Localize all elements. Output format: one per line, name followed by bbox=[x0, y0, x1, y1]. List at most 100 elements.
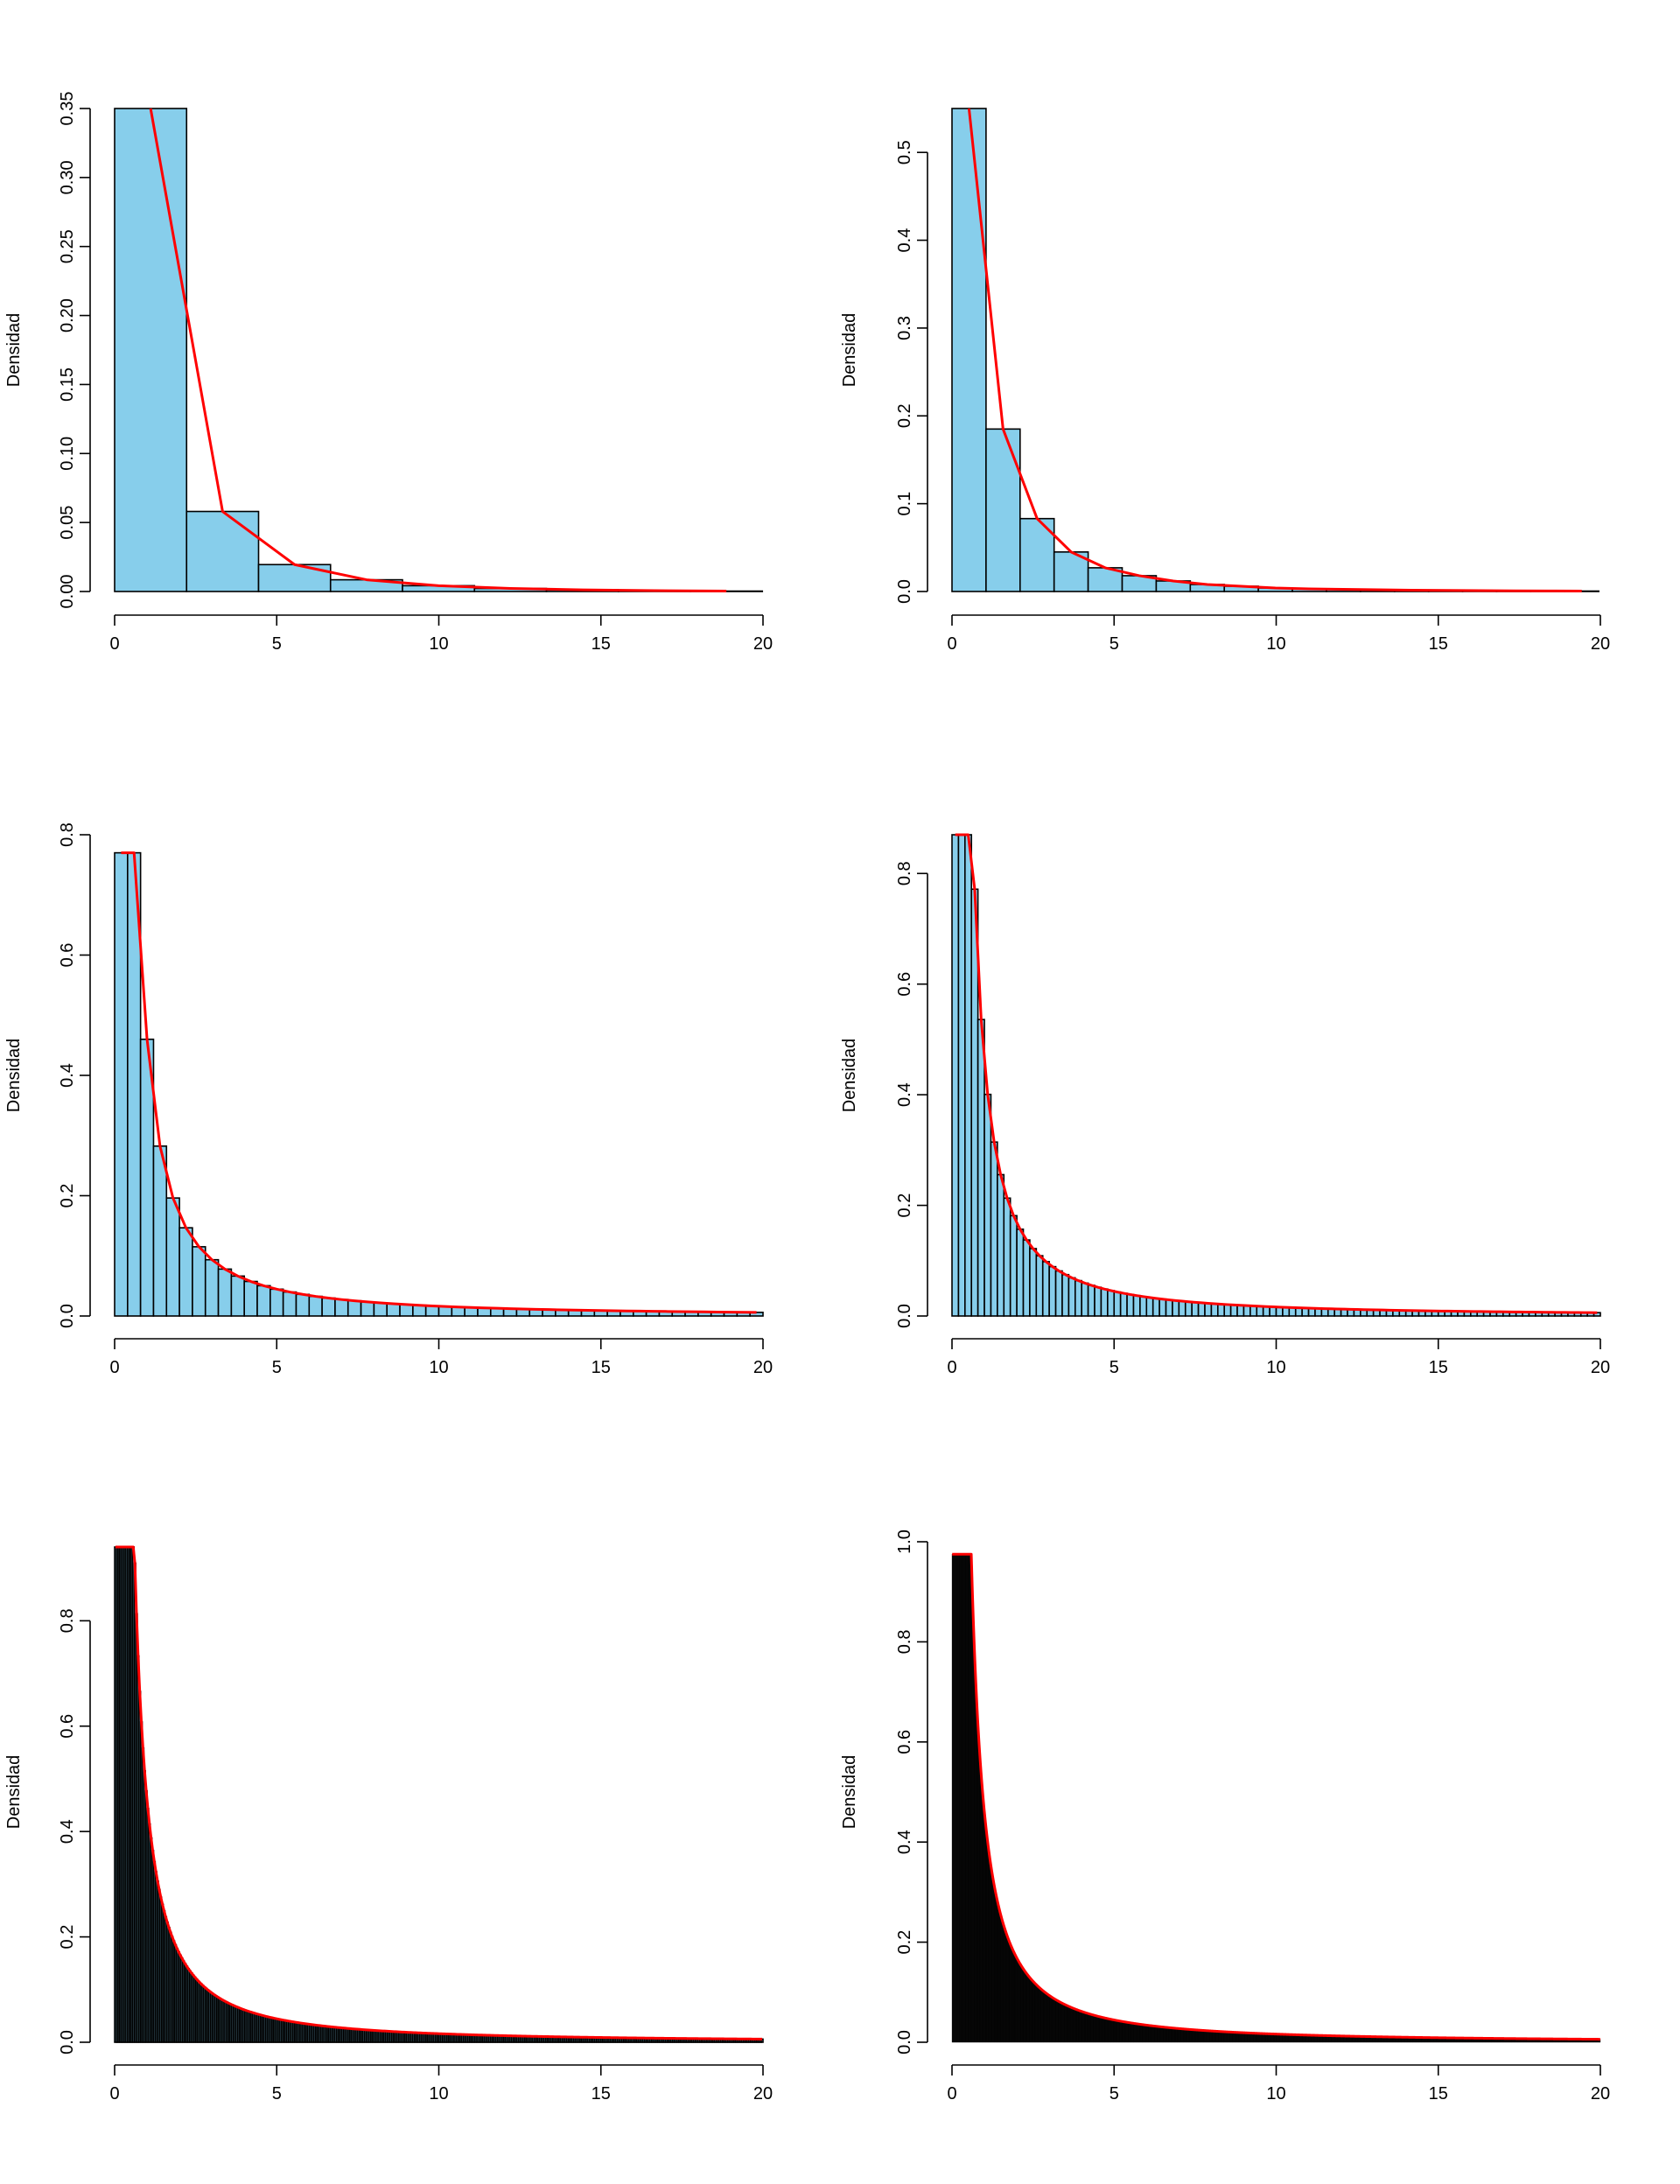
y-tick-label: 0.0 bbox=[895, 2030, 914, 2054]
y-tick-label: 0.6 bbox=[58, 1714, 77, 1739]
histogram-bar bbox=[186, 510, 260, 592]
histogram-bar bbox=[114, 851, 129, 1317]
y-tick-label: 0.15 bbox=[58, 368, 77, 402]
x-axis: 0 5 10 15 20 bbox=[109, 1338, 773, 1377]
x-tick-label: 15 bbox=[592, 2084, 611, 2104]
histogram-bar bbox=[1178, 1300, 1186, 1317]
y-axis-title: Densidad bbox=[840, 1039, 859, 1113]
x-tick-label: 10 bbox=[1266, 2084, 1285, 2104]
histogram-bar bbox=[1068, 1277, 1076, 1317]
x-tick-label: 10 bbox=[429, 2084, 448, 2104]
histogram-bar bbox=[270, 1288, 284, 1317]
histogram-bar bbox=[1262, 1306, 1270, 1317]
y-tick-label: 0.6 bbox=[895, 972, 914, 997]
histogram-bar bbox=[1107, 1290, 1116, 1317]
x-tick-label: 20 bbox=[1591, 1358, 1610, 1377]
x-tick-label: 0 bbox=[947, 1358, 956, 1377]
histogram-bar bbox=[152, 1145, 168, 1317]
y-tick-label: 0.4 bbox=[58, 1063, 77, 1088]
y-axis-title: Densidad bbox=[4, 1039, 24, 1113]
x-tick-label: 10 bbox=[429, 634, 448, 654]
histogram-bar bbox=[1250, 1305, 1258, 1317]
y-axis: 0.00 0.05 0.10 0.15 0.20 0.25 0.30 0.35 bbox=[58, 92, 91, 608]
y-axis: 0.0 0.2 0.4 0.6 0.8 bbox=[895, 861, 928, 1328]
histogram-bar bbox=[192, 1246, 206, 1317]
density-curve bbox=[121, 851, 757, 1314]
x-axis: 0 5 10 15 20 bbox=[947, 2064, 1610, 2104]
x-tick-label: 15 bbox=[592, 634, 611, 654]
histogram-bar bbox=[1061, 1273, 1070, 1317]
y-tick-label: 0.4 bbox=[895, 1082, 914, 1107]
y-tick-label: 0.2 bbox=[58, 1925, 77, 1950]
histogram-bar bbox=[373, 1302, 388, 1317]
histogram-panel-1: 0 5 10 15 20 0.00 0.05 0.10 0.15 0.20 0.25 0.30 0.35… bbox=[4, 92, 773, 654]
y-tick-label: 0.8 bbox=[895, 1629, 914, 1654]
y-tick-label: 0.8 bbox=[58, 822, 77, 847]
histogram-bar bbox=[1236, 1304, 1245, 1317]
y-axis-title: Densidad bbox=[4, 1755, 24, 1830]
histogram-panel-6: 0 5 10 15 20 0.0 0.2 0.4 0.6 0.8 1.0 Densidad bbox=[840, 1530, 1610, 2104]
y-tick-label: 0.3 bbox=[895, 316, 914, 340]
x-tick-label: 5 bbox=[1110, 634, 1119, 654]
histogram-bar bbox=[951, 834, 960, 1317]
x-tick-label: 20 bbox=[1591, 634, 1610, 654]
histogram-bar bbox=[1094, 1286, 1102, 1317]
density-curve bbox=[967, 108, 1582, 592]
histogram-bar bbox=[1087, 1284, 1096, 1317]
y-tick-label: 0.1 bbox=[895, 492, 914, 516]
histogram-bar bbox=[386, 1303, 401, 1317]
histogram-bar bbox=[1009, 1214, 1018, 1317]
y-axis-title: Densidad bbox=[840, 313, 859, 388]
y-tick-label: 0.4 bbox=[58, 1819, 77, 1844]
x-axis: 0 5 10 15 20 bbox=[109, 2064, 773, 2104]
x-tick-label: 5 bbox=[1110, 1358, 1119, 1377]
y-tick-label: 0.2 bbox=[58, 1184, 77, 1208]
histogram-bar bbox=[1081, 1282, 1089, 1317]
x-tick-label: 0 bbox=[109, 2084, 119, 2104]
x-axis: 0 5 10 15 20 bbox=[947, 614, 1610, 654]
histogram-bar bbox=[1035, 1255, 1044, 1317]
histogram-bar bbox=[1126, 1293, 1135, 1317]
histogram-bar bbox=[1165, 1298, 1173, 1317]
histogram-bar bbox=[984, 1093, 992, 1317]
y-tick-label: 0.05 bbox=[58, 506, 77, 540]
histogram-bar bbox=[1204, 1302, 1213, 1317]
histogram-bar bbox=[230, 1275, 246, 1317]
histogram-bar bbox=[399, 1304, 414, 1317]
histogram-bar bbox=[1054, 1270, 1063, 1317]
x-tick-label: 15 bbox=[1429, 2084, 1448, 2104]
histogram-bar bbox=[412, 1304, 427, 1317]
y-tick-label: 0.25 bbox=[58, 229, 77, 263]
y-tick-label: 0.2 bbox=[895, 403, 914, 428]
x-axis: 0 5 10 15 20 bbox=[947, 1338, 1610, 1377]
x-tick-label: 5 bbox=[1110, 2084, 1119, 2104]
histogram-bar bbox=[114, 108, 188, 592]
histogram-bar bbox=[1016, 1228, 1025, 1317]
histogram-bar bbox=[1197, 1302, 1206, 1317]
histogram-bar bbox=[1041, 1261, 1050, 1317]
y-axis: 0.0 0.2 0.4 0.6 0.8 bbox=[58, 822, 91, 1328]
density-curve bbox=[149, 108, 727, 593]
x-tick-label: 5 bbox=[272, 2084, 282, 2104]
x-tick-label: 5 bbox=[272, 1358, 282, 1377]
histogram-bar bbox=[1132, 1294, 1141, 1317]
histogram-bar bbox=[204, 1258, 220, 1317]
histogram-bar bbox=[985, 428, 1021, 592]
histogram-bar bbox=[346, 1299, 362, 1317]
histogram-bar bbox=[1145, 1297, 1154, 1317]
x-tick-label: 20 bbox=[753, 2084, 773, 2104]
x-tick-label: 15 bbox=[1429, 1358, 1448, 1377]
x-tick-label: 0 bbox=[947, 634, 956, 654]
histogram-bar bbox=[217, 1268, 233, 1317]
y-tick-label: 0.0 bbox=[895, 579, 914, 604]
histogram-bar bbox=[243, 1280, 258, 1317]
histogram-bar bbox=[1022, 1239, 1031, 1317]
y-axis-title: Densidad bbox=[4, 313, 24, 388]
x-tick-label: 10 bbox=[429, 1358, 448, 1377]
histogram-bar bbox=[1048, 1265, 1057, 1317]
x-tick-label: 0 bbox=[109, 1358, 119, 1377]
histogram-bar bbox=[1074, 1279, 1083, 1317]
histogram-bar bbox=[957, 834, 966, 1317]
histogram-bar bbox=[282, 1291, 298, 1317]
x-tick-label: 20 bbox=[1591, 2084, 1610, 2104]
